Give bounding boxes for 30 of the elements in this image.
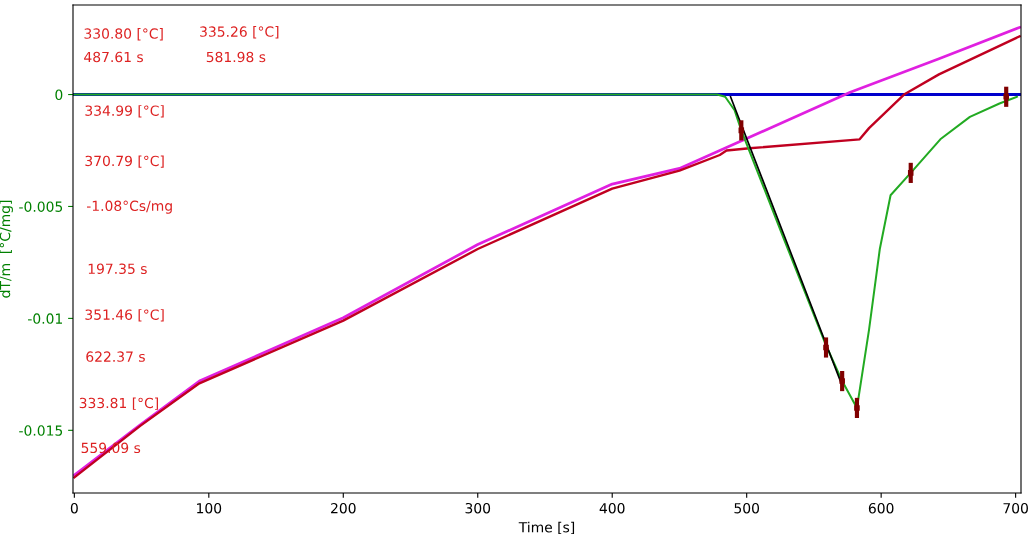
annotation: 581.98 s (206, 51, 266, 63)
annotation: 335.26 [°C] (200, 26, 279, 39)
annotation: 351.46 [°C] (85, 309, 164, 322)
x-tick-label: 600 (868, 502, 894, 514)
x-tick-label: 700 (1003, 502, 1028, 514)
x-tick-label: 100 (197, 502, 222, 514)
x-axis-title: Time [s] (518, 521, 575, 535)
point (823, 344, 829, 351)
annotation: 197.35 s (88, 263, 147, 275)
y-tick-label: -0.01 (28, 313, 62, 324)
y-tick-label: 0 (55, 89, 63, 101)
annotation: 622.37 s (86, 351, 145, 362)
y-tick-label: -0.015 (19, 425, 63, 436)
point (839, 378, 845, 384)
y-axis-title: dT/m [°C/mg] (0, 200, 13, 298)
point (907, 170, 914, 176)
annotation: 487.61 s (84, 51, 143, 63)
annotation: 370.79 [°C] (85, 155, 164, 168)
y-tick-label: -0.005 (19, 201, 63, 212)
annotation: -1.08°Cs/mg (86, 200, 172, 214)
annotation: 330.80 [°C] (84, 28, 163, 41)
point (854, 405, 860, 411)
point (1003, 94, 1009, 100)
x-tick-label: 300 (465, 502, 491, 514)
x-tick-label: 500 (734, 502, 760, 514)
x-tick-label: 400 (599, 502, 625, 514)
annotation: 333.81 [°C] (79, 397, 158, 410)
x-tick-label: 0 (70, 502, 78, 514)
x-tick-label: 200 (331, 502, 356, 514)
annotation: 334.99 [°C] (85, 105, 164, 118)
